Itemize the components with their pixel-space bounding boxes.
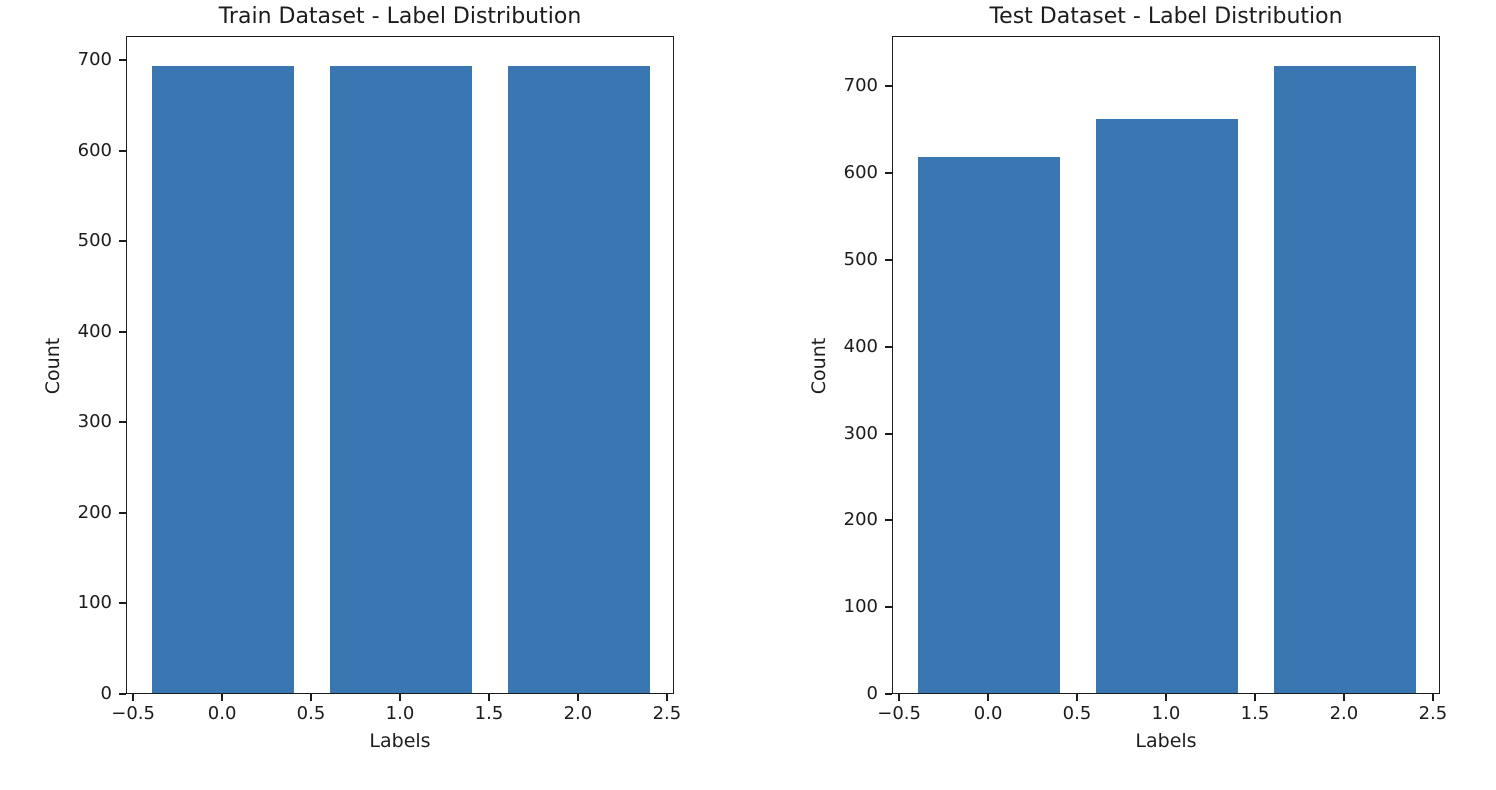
- y-tick-label: 300: [843, 422, 878, 444]
- x-tick-mark: [1342, 694, 1345, 701]
- x-tick-label: 0.5: [296, 703, 326, 724]
- bar-label-2: [1273, 66, 1417, 693]
- bar-label-2: [507, 66, 651, 693]
- y-tick-label: 0: [866, 683, 878, 704]
- y-tick-mark: [885, 259, 892, 261]
- x-tick-label: 1.5: [1240, 703, 1270, 724]
- y-tick-mark: [885, 693, 892, 695]
- y-tick-label: 400: [77, 320, 112, 342]
- x-tick-mark: [1254, 694, 1256, 701]
- x-tick-label: 2.5: [1418, 703, 1448, 724]
- y-tick-label: 200: [77, 501, 112, 523]
- x-tick-mark: [132, 694, 135, 701]
- bar-label-1: [329, 66, 473, 693]
- x-tick-label: 1.0: [1151, 703, 1181, 724]
- x-tick-mark: [1431, 694, 1434, 701]
- train-chart-title: Train Dataset - Label Distribution: [218, 4, 582, 29]
- y-tick-mark: [119, 421, 126, 424]
- x-tick-label: 0.0: [973, 703, 1003, 724]
- x-tick-label: 2.0: [1329, 703, 1359, 724]
- test-plot-area: [892, 36, 1440, 694]
- y-tick-label: 700: [843, 75, 878, 97]
- x-tick-label: 0.5: [1062, 703, 1092, 724]
- y-tick-mark: [885, 85, 892, 88]
- x-tick-mark: [488, 694, 490, 701]
- y-tick-label: 200: [843, 509, 878, 531]
- x-tick-mark: [1076, 694, 1078, 701]
- x-tick-mark: [576, 694, 579, 701]
- x-tick-label: 1.5: [474, 703, 504, 724]
- y-tick-label: 700: [77, 49, 112, 71]
- x-tick-mark: [310, 694, 312, 701]
- y-tick-label: 600: [843, 162, 878, 184]
- y-tick-mark: [885, 606, 892, 609]
- bar-label-1: [1095, 119, 1239, 693]
- x-tick-label: 2.5: [652, 703, 682, 724]
- y-tick-mark: [119, 240, 126, 243]
- y-tick-label: 0: [100, 683, 112, 704]
- y-tick-mark: [119, 59, 126, 62]
- y-tick-mark: [119, 149, 126, 152]
- y-tick-label: 300: [77, 411, 112, 433]
- y-tick-mark: [885, 519, 892, 522]
- bar-label-0: [151, 66, 295, 693]
- y-tick-label: 600: [77, 139, 112, 161]
- x-tick-mark: [1165, 694, 1167, 701]
- y-tick-mark: [885, 432, 892, 435]
- x-tick-label: 1.0: [385, 703, 415, 724]
- x-tick-mark: [987, 694, 990, 701]
- y-tick-label: 100: [77, 592, 112, 614]
- y-tick-mark: [119, 511, 126, 514]
- test-chart-title: Test Dataset - Label Distribution: [989, 4, 1343, 29]
- x-tick-mark: [221, 694, 224, 701]
- y-tick-mark: [885, 172, 892, 175]
- x-tick-mark: [665, 694, 668, 701]
- x-tick-mark: [399, 694, 401, 701]
- test-x-axis-label: Labels: [1135, 730, 1197, 752]
- x-tick-label: 2.0: [563, 703, 593, 724]
- y-tick-mark: [885, 345, 892, 348]
- y-tick-label: 100: [843, 596, 878, 618]
- x-tick-label: −0.5: [877, 703, 921, 724]
- x-tick-label: −0.5: [111, 703, 155, 724]
- y-tick-mark: [119, 602, 126, 605]
- y-tick-mark: [119, 330, 126, 333]
- x-tick-label: 0.0: [207, 703, 237, 724]
- bar-label-0: [917, 156, 1061, 693]
- y-tick-label: 500: [843, 249, 878, 270]
- x-tick-mark: [898, 694, 901, 701]
- y-tick-label: 500: [77, 230, 112, 252]
- y-tick-mark: [119, 693, 126, 695]
- y-tick-label: 400: [843, 335, 878, 357]
- train-x-axis-label: Labels: [369, 730, 431, 752]
- train-plot-area: [126, 36, 674, 694]
